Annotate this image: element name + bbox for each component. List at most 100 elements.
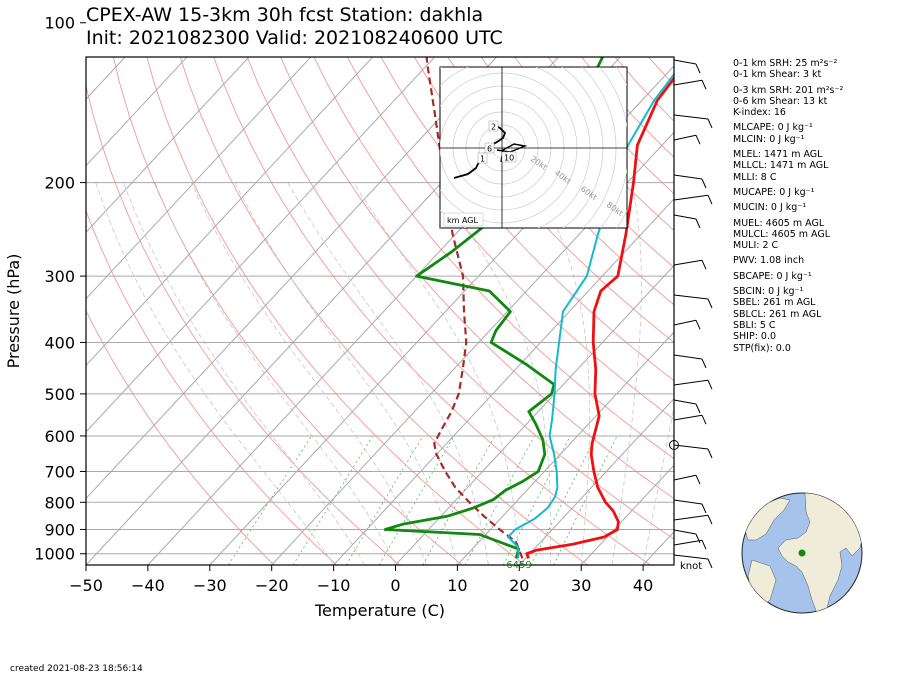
x-tick-label: −50 <box>69 576 103 595</box>
wind-units-label: knot <box>680 561 702 572</box>
dry-adiabat <box>380 57 674 382</box>
x-tick-label: −10 <box>317 576 351 595</box>
moist-adiabat <box>642 405 674 565</box>
stat-line: PWV: 1.08 inch <box>733 255 805 267</box>
dry-adiabat <box>413 57 674 344</box>
stat-line: 0-1 km Shear: 3 kt <box>733 69 822 81</box>
x-tick-label: 10 <box>447 576 467 595</box>
stat-line: MUCIN: 0 J kg⁻¹ <box>733 202 807 214</box>
stat-line: MLEL: 1471 m AGL <box>733 149 823 161</box>
hodograph-height-box <box>477 152 488 164</box>
moist-adiabat <box>534 182 591 565</box>
wind-barb-flag <box>695 218 701 229</box>
wind-barb-flag <box>695 319 701 330</box>
hodograph-height-label: 2 <box>491 123 496 132</box>
hodograph-caption-box <box>443 212 484 227</box>
stat-line: MUCAPE: 0 J kg⁻¹ <box>733 186 815 198</box>
y-tick-label: 400 <box>44 333 75 352</box>
mixing-ratio-line <box>292 435 374 565</box>
dry-adiabat <box>86 209 338 565</box>
x-tick-label: −20 <box>255 576 289 595</box>
wind-barb-flag <box>701 539 707 550</box>
x-tick-label: −40 <box>131 576 165 595</box>
wind-barb-flag <box>707 194 713 205</box>
wind-barb-flag <box>701 259 707 270</box>
hodograph-frame <box>439 66 628 229</box>
stat-line: SBCAPE: 0 J kg⁻¹ <box>733 270 812 282</box>
y-tick-label: 500 <box>44 385 75 404</box>
stat-line: MUEL: 4605 m AGL <box>733 217 825 229</box>
stat-line: MULI: 2 C <box>733 240 779 252</box>
y-tick-label: 900 <box>44 520 75 539</box>
wind-barb-flag <box>701 414 707 425</box>
wind-barb <box>673 414 703 421</box>
wind-barb <box>673 529 697 535</box>
wind-barb <box>673 554 709 560</box>
y-axis-label: Pressure (hPa) <box>4 254 23 369</box>
wind-barb-flag <box>707 558 713 569</box>
isotherm <box>580 464 674 565</box>
stat-line: 0-3 km SRH: 201 m²s⁻² <box>733 84 844 96</box>
wind-barb <box>673 354 703 360</box>
isotherm <box>86 57 188 167</box>
wind-barb-flag <box>701 178 707 189</box>
y-tick-label: 300 <box>44 267 75 286</box>
mixing-ratio-line <box>378 435 455 565</box>
wind-barb <box>673 319 697 326</box>
isotherm <box>86 57 436 433</box>
dry-adiabat <box>213 57 651 565</box>
wind-barb <box>673 539 703 546</box>
dry-adiabat <box>480 57 674 269</box>
stat-line: SHIP: 0.0 <box>733 331 777 343</box>
stat-line: SBLCL: 261 m AGL <box>733 308 822 320</box>
stat-line: MLCAPE: 0 J kg⁻¹ <box>733 122 813 134</box>
wind-barb <box>673 514 709 521</box>
wind-barb-flag <box>707 379 713 390</box>
wind-barb <box>673 259 703 266</box>
dry-adiabat <box>246 57 674 540</box>
stat-line: 0-6 km Shear: 13 kt <box>733 95 828 107</box>
y-tick-label: 200 <box>44 174 75 193</box>
dry-adiabat <box>179 57 589 565</box>
wind-barb-flag <box>695 134 701 145</box>
dry-adiabat <box>112 57 463 565</box>
isotherm <box>86 57 374 367</box>
y-tick-label: 1000 <box>34 545 75 564</box>
wind-barb <box>673 79 703 86</box>
wind-barb-flag <box>695 403 701 414</box>
wind-barb-flag <box>701 79 707 90</box>
moist-adiabat <box>123 182 365 565</box>
isotherm <box>86 57 126 100</box>
wind-barb <box>673 399 697 405</box>
isotherm <box>271 131 674 565</box>
hodograph-height-label: 6 <box>487 145 492 154</box>
wind-barb-flag <box>707 514 713 525</box>
globe-land-africa-europe <box>777 493 862 613</box>
dry-adiabat <box>86 309 275 565</box>
isotherm <box>395 264 674 565</box>
x-tick-label: 40 <box>633 576 653 595</box>
stat-line: K-index: 16 <box>733 107 786 119</box>
wind-barb <box>673 134 697 141</box>
mixing-ratio-line <box>553 435 618 565</box>
wind-barb-flag <box>695 474 701 485</box>
wind-barb <box>673 59 697 65</box>
moist-adiabat <box>234 182 458 565</box>
stat-line: MLLI: 8 C <box>733 171 777 183</box>
wind-barb-flag <box>695 63 701 74</box>
wind-barb-flag <box>701 358 707 369</box>
hodograph-height-box <box>501 151 517 163</box>
hodograph-height-label: 10 <box>504 154 514 163</box>
hodograph-caption: km AGL <box>447 216 479 225</box>
y-tick-label: 700 <box>44 462 75 481</box>
stat-line: MULCL: 4605 m AGL <box>733 228 831 240</box>
mixing-ratio-line <box>464 435 535 565</box>
dry-adiabat <box>447 57 674 306</box>
isotherm <box>209 65 674 565</box>
stat-line: SBLI: 5 C <box>733 319 776 331</box>
wind-barb <box>673 214 697 220</box>
surface-height-label: 6459 <box>506 560 531 571</box>
station-marker <box>798 549 806 557</box>
hodograph-height-box <box>484 142 495 154</box>
